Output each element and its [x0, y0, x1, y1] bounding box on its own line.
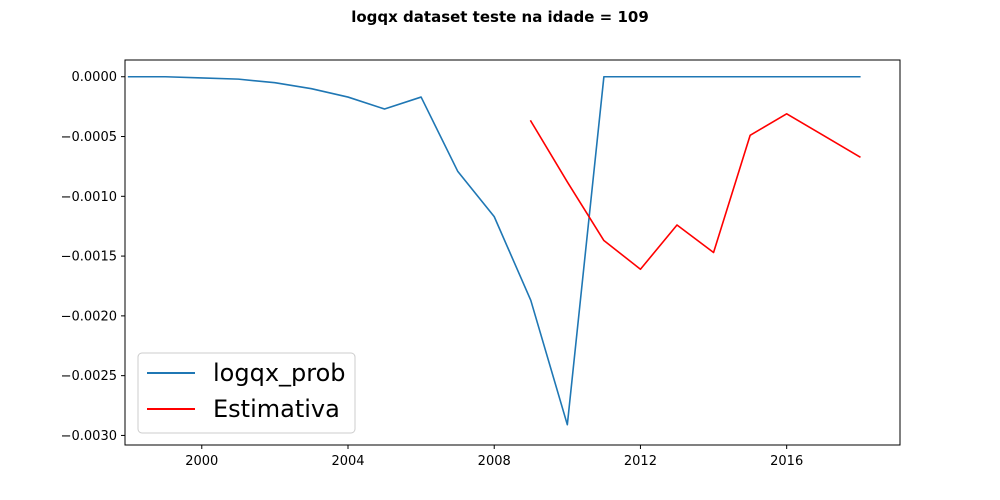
y-tick-label: 0.0000	[72, 70, 118, 85]
y-tick-label: −0.0010	[61, 190, 117, 205]
y-tick-label: −0.0030	[61, 429, 117, 444]
legend-label-logqx-prob: logqx_prob	[213, 359, 346, 387]
x-tick-label: 2012	[624, 454, 657, 469]
chart-title: logqx dataset teste na idade = 109	[351, 8, 649, 26]
legend-label-estimativa: Estimativa	[213, 395, 340, 423]
series-line-estimativa	[529, 113, 861, 271]
series-lines	[127, 75, 861, 426]
axis-ticks: 2000 2004 2008 2012 2016 0.0000 −0.0005 −0.0010…	[61, 70, 804, 469]
x-tick-label: 2004	[331, 454, 364, 469]
y-tick-label: −0.0020	[61, 309, 117, 324]
plot-area-frame	[124, 59, 901, 446]
x-tick-label: 2016	[770, 454, 803, 469]
y-tick-label: −0.0015	[61, 250, 117, 265]
legend: logqx_prob Estimativa	[137, 352, 356, 434]
x-tick-label: 2008	[478, 454, 511, 469]
y-tick-label: −0.0025	[61, 369, 117, 384]
x-tick-label: 2000	[185, 454, 218, 469]
y-tick-label: −0.0005	[61, 130, 117, 145]
series-line-logqx-prob	[127, 75, 861, 426]
